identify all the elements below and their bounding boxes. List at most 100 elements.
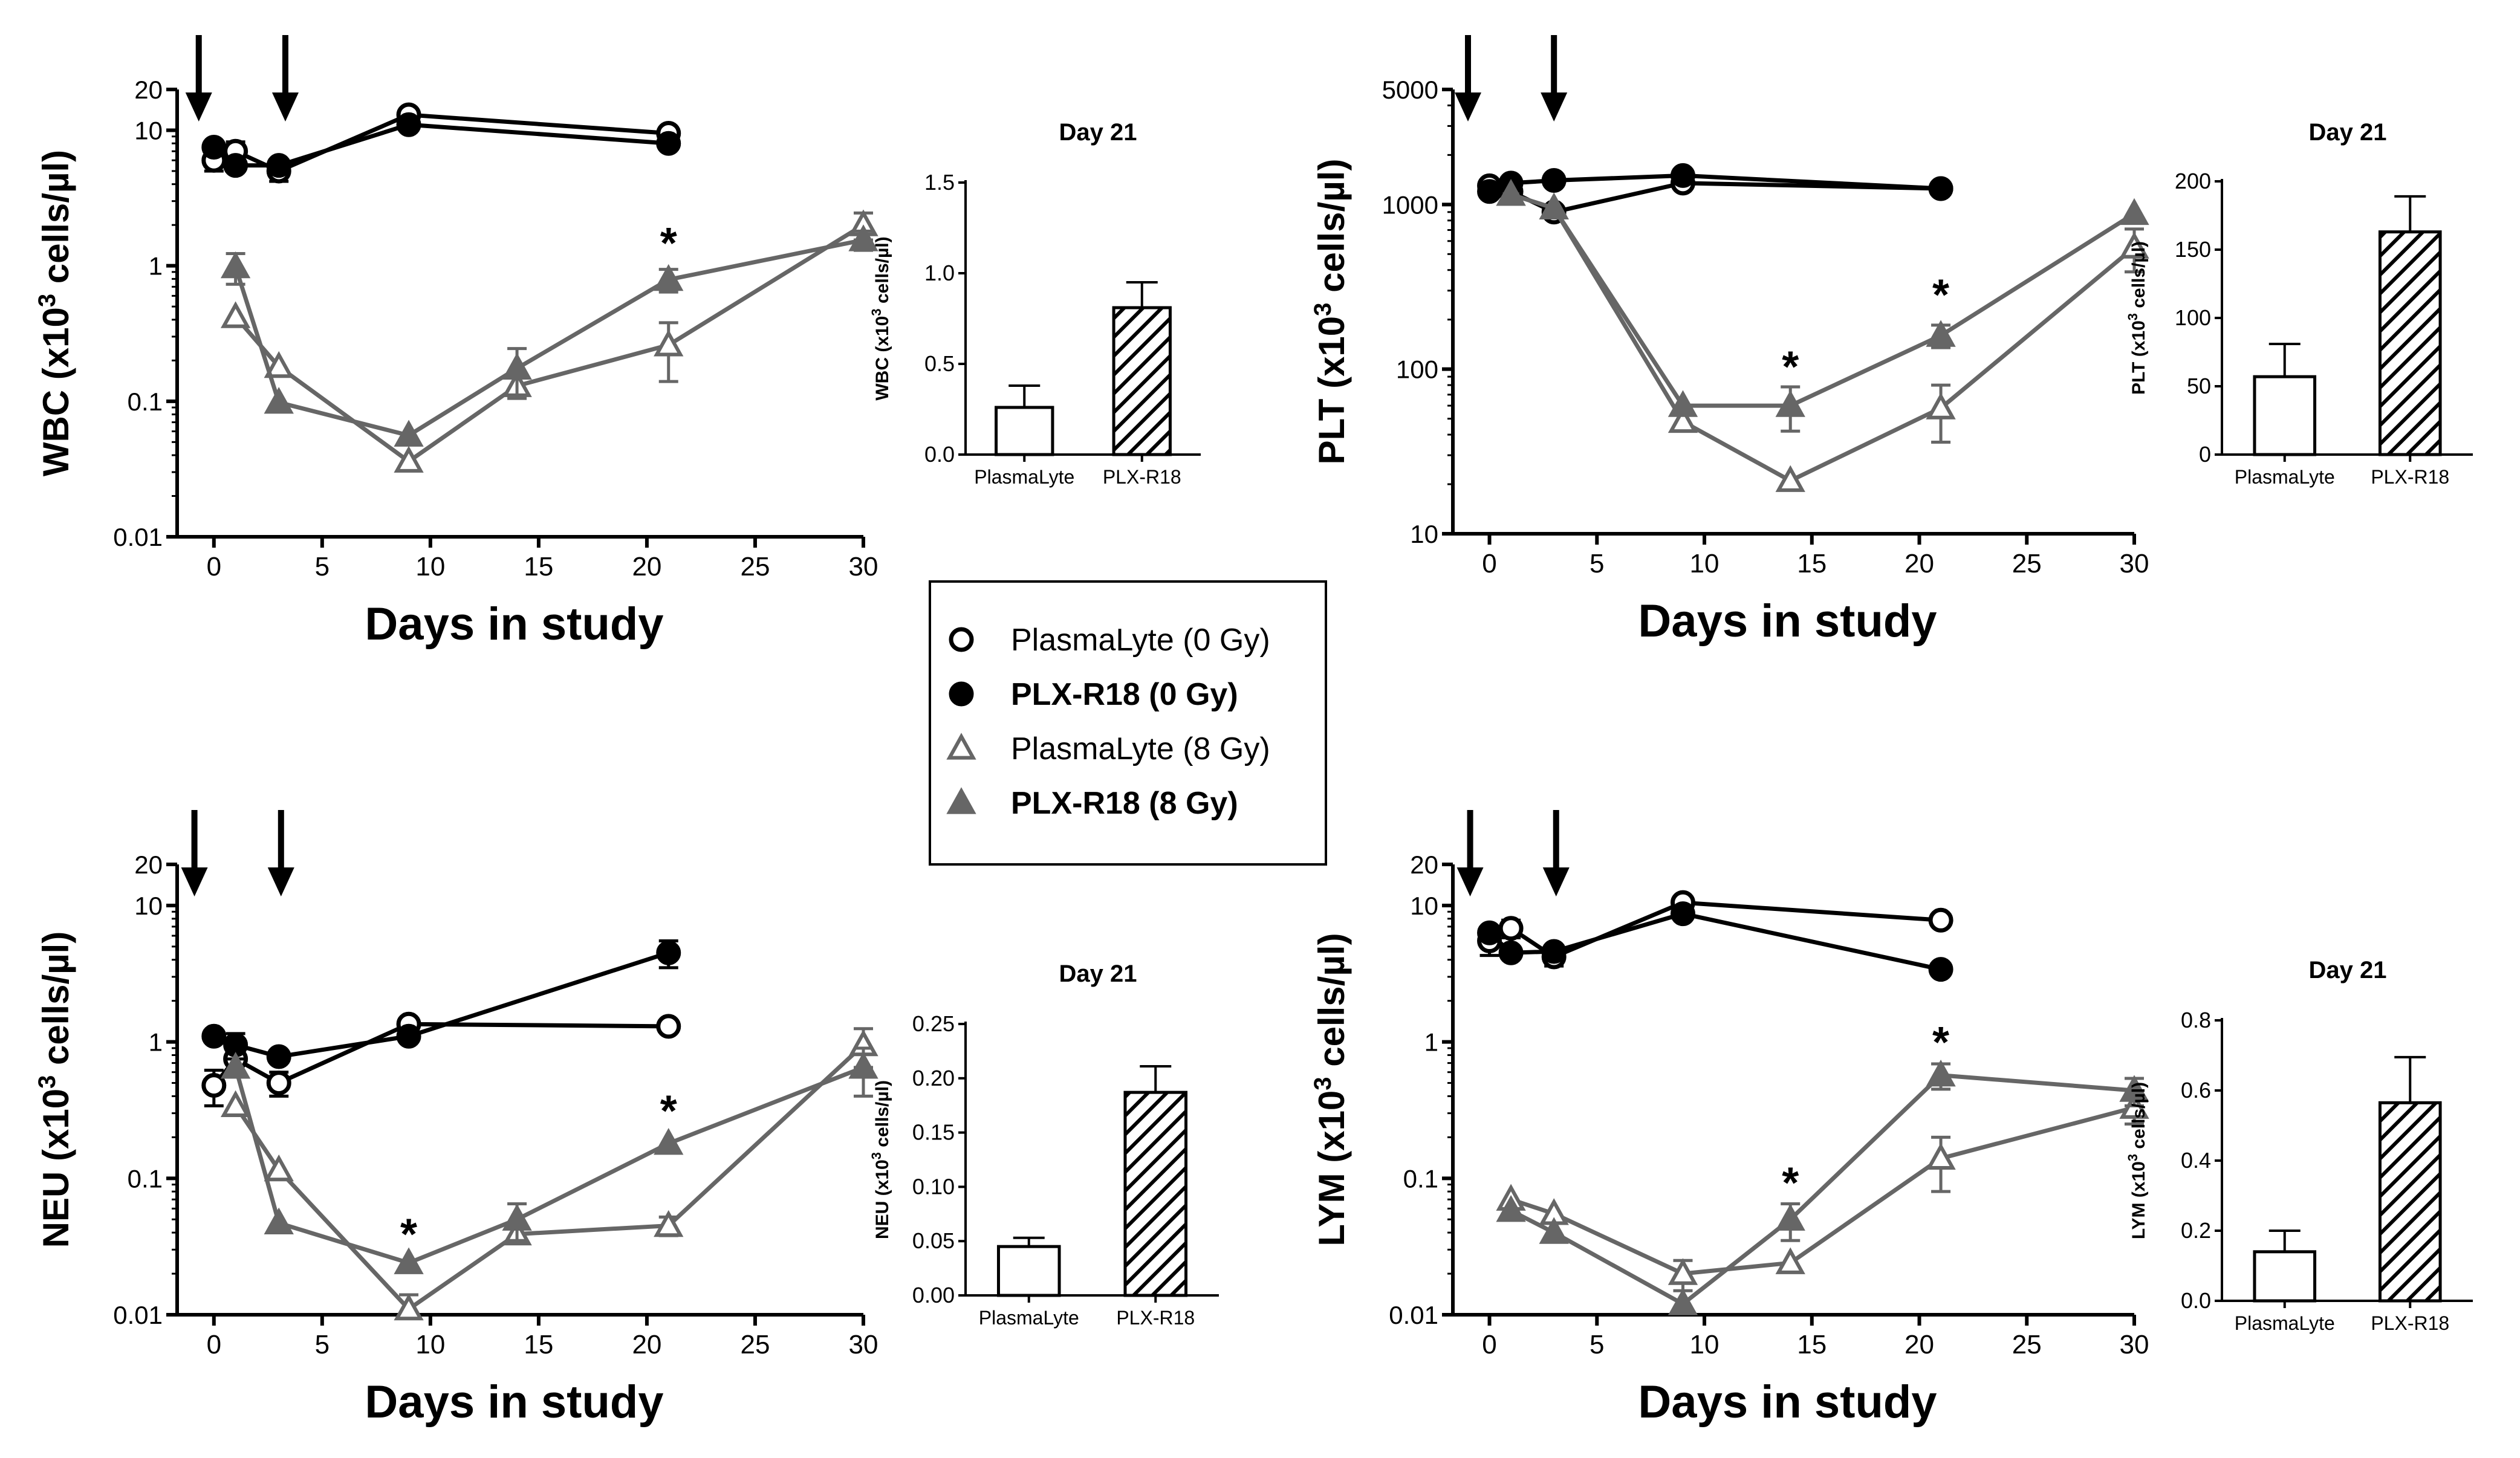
wbc-inset-bar (1112, 306, 1172, 456)
plt-inset-category-label: PlasmaLyte (2235, 466, 2335, 488)
plt-data-point (1539, 192, 1569, 220)
lym-data-point (1926, 1059, 1956, 1087)
lym-inset-ytick-label: 0.2 (2181, 1218, 2211, 1243)
plt-data-point (1668, 406, 1698, 433)
plt-series-line (1510, 192, 2135, 408)
wbc-data-point (266, 153, 291, 178)
neu-series-2 (201, 939, 681, 1069)
lym-data-point (1775, 1204, 1805, 1231)
plt-data-point (1668, 390, 1698, 417)
wbc-x-axis-label: Days in study (365, 598, 663, 650)
neu-data-point (502, 1204, 532, 1231)
plt-y-axis-label: PLT (x103 cells/µl) (1310, 159, 1352, 465)
wbc-inset-bar-chart: Day 21 0.0 0.5 1.0 1.5 WBC (x103 cells/µl) Pla… (869, 119, 1201, 488)
lym-xtick-label: 25 (2012, 1330, 2042, 1359)
neu-inset-category-label: PLX-R18 (1116, 1307, 1195, 1329)
neu-inset-ytick-label: 0.10 (912, 1174, 955, 1199)
plt-inset-bar-chart: Day 21 0 50 100 150 200 PLT (x103 cells/µl) Pla… (2125, 119, 2473, 488)
neu-ytick-label: 0.1 (128, 1164, 163, 1193)
wbc-inset-y-label: WBC (x103 cells/µl) (869, 236, 892, 400)
wbc-data-point (656, 131, 681, 156)
lym-data-point (2119, 1075, 2149, 1102)
neu-data-point (656, 1014, 681, 1039)
neu-inset-ytick-label: 0.05 (912, 1228, 955, 1253)
neu-series-line (233, 1043, 865, 1312)
neu-significance-star: * (400, 1211, 417, 1259)
lym-data-point (1670, 901, 1695, 927)
neu-data-point (848, 1052, 878, 1079)
neu-inset-bar (1123, 1090, 1188, 1297)
neu-series-line (233, 1065, 865, 1265)
neu-xtick-label: 5 (315, 1330, 330, 1359)
dose-arrow (1455, 35, 1481, 122)
neu-data-point (266, 1044, 291, 1069)
wbc-xtick-label: 20 (632, 552, 661, 582)
neu-significance-star: * (660, 1087, 677, 1135)
lym-data-point (1496, 1194, 1526, 1222)
plt-xtick-label: 25 (2012, 549, 2042, 578)
lym-series-line (1510, 1073, 2135, 1307)
wbc-data-point (220, 251, 251, 279)
wbc-data-point (502, 352, 532, 380)
legend-frame (929, 580, 1327, 866)
plt-significance-star: * (1932, 271, 1949, 320)
lym-series-3 (1496, 1092, 2149, 1292)
wbc-ytick-label: 10 (134, 116, 163, 144)
neu-data-point (201, 1023, 227, 1049)
neu-xtick-label: 10 (415, 1330, 445, 1359)
lym-xtick-label: 0 (1482, 1330, 1496, 1359)
wbc-inset-ytick-label: 0.0 (924, 442, 955, 467)
lym-xtick-label: 20 (1905, 1330, 1934, 1359)
legend-box: PlasmaLyte (0 Gy) PLX-R18 (0 Gy) PlasmaLyt… (929, 580, 1327, 866)
plt-data-point (1926, 320, 1956, 347)
wbc-series-2 (201, 112, 681, 178)
plt-ytick-label: 100 (1396, 355, 1438, 384)
neu-ytick-label: 10 (134, 892, 163, 920)
plt-inset-y-label: PLT (x103 cells/µl) (2125, 241, 2149, 395)
neu-data-point (396, 1023, 421, 1049)
neu-xtick-label: 20 (632, 1330, 661, 1359)
lym-inset-ytick-label: 0.0 (2181, 1288, 2211, 1313)
plt-inset-ytick-label: 50 (2187, 374, 2211, 398)
lym-data-point (1541, 939, 1567, 964)
lym-panel: 0.01 0.1 1 10 20 0 5 10 15 20 25 30 LYM (x103 cells/… (1310, 810, 2473, 1428)
neu-data-point (201, 1073, 227, 1098)
lym-inset-ytick-label: 0.4 (2181, 1148, 2211, 1173)
plt-ytick-label: 10 (1410, 520, 1438, 548)
wbc-ytick-label: 1 (149, 252, 163, 280)
wbc-series-4 (220, 224, 878, 447)
lym-data-point (1477, 920, 1502, 945)
wbc-xtick-label: 10 (415, 552, 445, 582)
wbc-panel: 0.01 0.1 1 10 20 0 5 10 15 20 25 30 WBC (x103 cells/… (34, 35, 1201, 650)
plt-inset-bar (2378, 230, 2442, 456)
neu-data-point (656, 940, 681, 965)
wbc-data-point (264, 387, 294, 414)
neu-data-point (264, 1154, 294, 1182)
lym-y-axis-label: LYM (x103 cells/µl) (1310, 933, 1352, 1246)
dose-arrow (1542, 810, 1570, 896)
wbc-data-point (223, 153, 248, 178)
neu-inset-bar (996, 1245, 1061, 1297)
plt-xtick-label: 15 (1797, 549, 1827, 578)
lym-ytick-label: 20 (1410, 850, 1438, 879)
plt-inset-ytick-label: 0 (2199, 442, 2211, 467)
wbc-data-point (264, 351, 294, 378)
plt-series-line (1510, 192, 2136, 484)
neu-xtick-label: 15 (524, 1330, 553, 1359)
neu-inset-ytick-label: 0.00 (912, 1283, 955, 1307)
wbc-inset-ytick-label: 1.5 (924, 170, 955, 195)
wbc-inset-ytick-label: 1.0 (924, 261, 955, 285)
plt-data-point (2119, 232, 2149, 259)
lym-ytick-label: 0.01 (1389, 1301, 1438, 1329)
plt-series-2 (1477, 163, 1953, 204)
neu-data-point (654, 1127, 684, 1155)
lym-significance-star: * (1782, 1159, 1799, 1207)
lym-inset-category-label: PlasmaLyte (2235, 1312, 2335, 1334)
plt-data-point (2119, 198, 2149, 225)
plt-inset-bar (2253, 375, 2317, 456)
wbc-data-point (394, 446, 424, 473)
plt-significance-star: * (1782, 343, 1799, 392)
neu-ytick-label: 1 (149, 1028, 163, 1057)
lym-data-point (1775, 1247, 1805, 1274)
plt-xtick-label: 5 (1590, 549, 1604, 578)
